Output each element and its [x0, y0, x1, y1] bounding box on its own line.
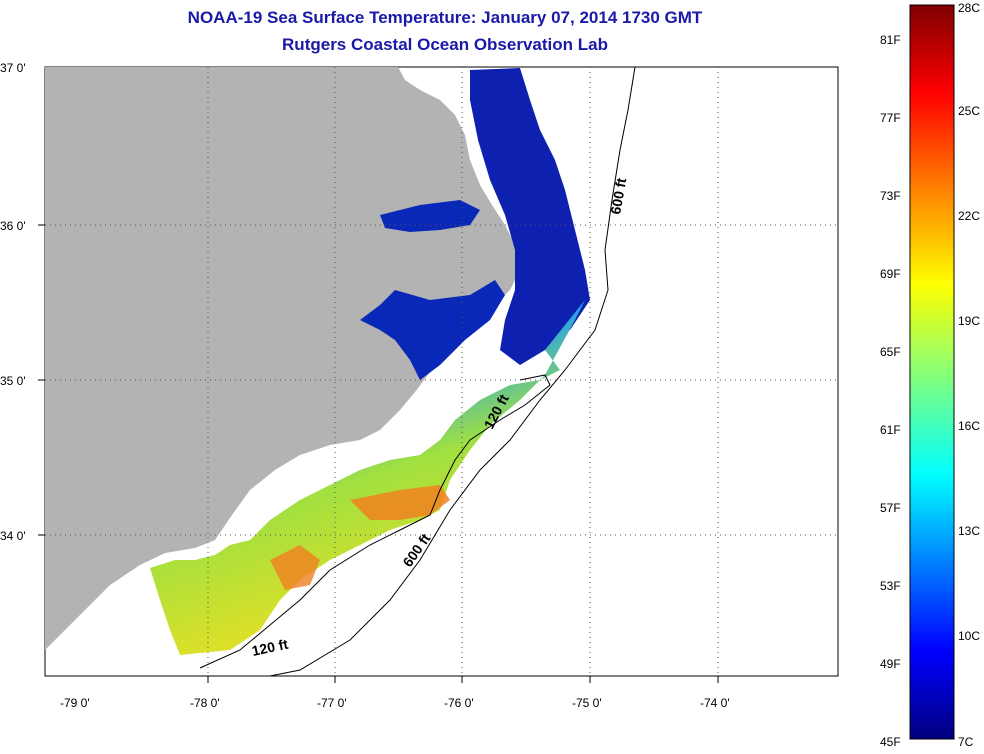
- lon-label-78: -78 0': [190, 696, 220, 710]
- cb-f-57: 57F: [880, 501, 901, 515]
- contour-120ft-line: [199, 374, 551, 669]
- contour-label-120ft-south: 120 ft: [250, 636, 289, 659]
- cb-c-13: 13C: [958, 524, 980, 538]
- lon-label-76: -76 0': [444, 696, 474, 710]
- cb-c-28: 28C: [958, 1, 980, 15]
- lat-label-34: 34 0': [0, 529, 26, 543]
- colorbar: [909, 4, 955, 740]
- axis-ticks: [38, 224, 719, 683]
- cb-f-61: 61F: [880, 423, 901, 437]
- cb-f-73: 73F: [880, 189, 901, 203]
- cb-f-77: 77F: [880, 111, 901, 125]
- cb-c-10: 10C: [958, 629, 980, 643]
- cb-f-65: 65F: [880, 345, 901, 359]
- sst-swath-mid: [150, 300, 585, 655]
- chart-title: NOAA-19 Sea Surface Temperature: January…: [187, 8, 703, 27]
- graticule: [45, 67, 838, 676]
- cb-f-69: 69F: [880, 267, 901, 281]
- lat-label-37: 37 0': [0, 61, 26, 75]
- cb-c-25: 25C: [958, 104, 980, 118]
- pamlico-sound: [360, 280, 505, 380]
- cb-f-49: 49F: [880, 657, 901, 671]
- cb-c-22: 22C: [958, 209, 980, 223]
- colorbar-fahrenheit-labels: 81F 77F 73F 69F 65F 61F 57F 53F 49F 45F: [880, 33, 901, 749]
- lat-label-36: 36 0': [0, 219, 26, 233]
- albemarle-sound: [380, 200, 480, 232]
- chart-subtitle: Rutgers Coastal Ocean Observation Lab: [282, 35, 608, 54]
- colorbar-celsius-labels: 28C 25C 22C 19C 16C 13C 10C 7C: [958, 1, 980, 749]
- cb-c-19: 19C: [958, 314, 980, 328]
- lat-label-35: 35 0': [0, 374, 26, 388]
- lon-label-79: -79 0': [60, 696, 90, 710]
- sst-swath-north: [470, 68, 590, 365]
- lon-label-77: -77 0': [317, 696, 347, 710]
- cb-f-53: 53F: [880, 579, 901, 593]
- cb-c-16: 16C: [958, 419, 980, 433]
- cb-f-45: 45F: [880, 735, 901, 749]
- contour-label-600ft-north: 600 ft: [607, 176, 629, 215]
- sst-warm-patch: [350, 485, 450, 520]
- cb-f-81: 81F: [880, 33, 901, 47]
- lon-label-75: -75 0': [572, 696, 602, 710]
- lon-label-74: -74 0': [700, 696, 730, 710]
- cb-c-7: 7C: [958, 735, 974, 749]
- contour-600ft-line: [269, 66, 636, 677]
- sst-warm-patch-south: [270, 545, 320, 590]
